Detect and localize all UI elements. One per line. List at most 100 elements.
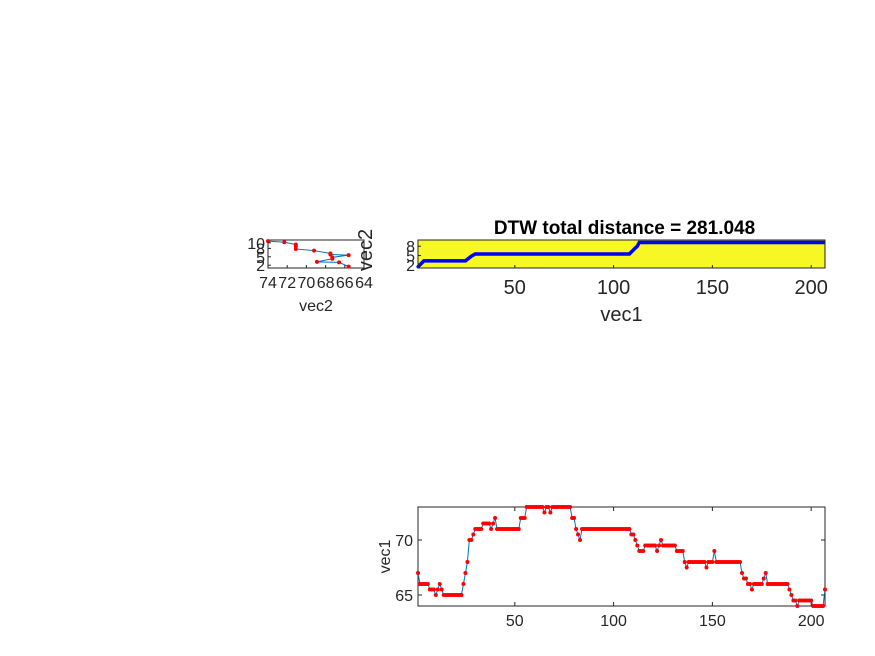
vec1-point xyxy=(463,571,468,575)
vec1-point xyxy=(425,582,430,586)
vec2-ytick-label: 5 xyxy=(256,250,265,267)
vec1-point xyxy=(431,587,436,592)
vec1-point xyxy=(416,571,420,575)
vec1-point xyxy=(439,587,444,592)
vec2-point xyxy=(337,260,342,265)
vec1-point xyxy=(823,587,827,592)
vec1-point xyxy=(479,527,484,531)
vec1-point xyxy=(740,571,745,575)
dtw-xtick-label: 100 xyxy=(597,277,630,299)
vec1-point xyxy=(655,549,660,553)
vec1-point xyxy=(461,582,466,586)
vec1-point xyxy=(809,598,814,603)
vec1-point xyxy=(653,543,658,548)
dtw-path-title: DTW total distance = 281.048 xyxy=(494,218,755,239)
vec1-point xyxy=(684,565,689,570)
vec1-point xyxy=(568,505,573,509)
dtw-xtick-label: 150 xyxy=(696,277,729,299)
vec1-point xyxy=(641,549,646,553)
vec1-point xyxy=(469,538,474,542)
vec1-point xyxy=(704,565,709,570)
vec1-point xyxy=(491,521,496,526)
vec2-xtick-label: 68 xyxy=(317,275,335,292)
vec2-xtick-label: 70 xyxy=(298,275,316,292)
vec2-point xyxy=(293,246,298,251)
vec2-point xyxy=(312,248,317,253)
vec1-point xyxy=(789,593,794,597)
dtw-xtick-label: 200 xyxy=(794,277,827,299)
vec1-point xyxy=(435,587,440,592)
vec2-ytick-label: 8 xyxy=(256,241,265,258)
vec2-xtick-label: 72 xyxy=(278,275,296,292)
vec1-point xyxy=(702,560,707,564)
vec1-point xyxy=(672,543,677,548)
vec2-point xyxy=(328,252,333,257)
vec1-point xyxy=(465,560,470,564)
vec1-point xyxy=(576,532,581,537)
vec1-point xyxy=(633,538,638,542)
vec1-point xyxy=(516,527,521,531)
vec1-point xyxy=(659,538,664,542)
vec1-xtick-label: 100 xyxy=(600,613,627,630)
vec1-point xyxy=(493,516,498,520)
vec1-point xyxy=(795,604,800,608)
vec2-point xyxy=(346,253,351,258)
vec1-point xyxy=(785,582,790,586)
vec2-ytick-label: 10 xyxy=(247,236,265,253)
dtw-path-axes xyxy=(417,239,826,269)
dtw-path-plot: 50 100 150 200 258 DTW total distance = 281.… xyxy=(355,218,828,326)
vec1-point xyxy=(712,549,717,553)
vec1-point xyxy=(793,598,798,603)
vec1-point xyxy=(487,521,492,526)
dtw-path-point xyxy=(821,240,825,245)
vec1-point xyxy=(710,560,715,564)
vec1-point xyxy=(682,560,687,564)
vec1-ytick-label: 70 xyxy=(395,533,413,550)
vec2-point xyxy=(266,239,270,244)
vec2-xtick-label: 64 xyxy=(355,275,373,292)
vec1-point xyxy=(680,549,685,553)
vec1-point xyxy=(522,516,527,520)
vec1-point xyxy=(489,527,494,531)
vec1-point xyxy=(459,593,464,597)
vec1-point xyxy=(759,582,764,586)
vec1-series-line xyxy=(417,506,826,608)
vec1-xtick-label: 200 xyxy=(798,613,825,630)
dtw-path-xlabel: vec1 xyxy=(600,304,642,326)
vec1-point xyxy=(542,510,547,515)
vec1-point xyxy=(749,587,754,592)
vec2-point xyxy=(330,256,335,261)
vec1-plot-ylabel: vec1 xyxy=(377,540,394,574)
vec2-ytick-label: 2 xyxy=(256,258,265,275)
vec1-point xyxy=(821,604,826,608)
vec1-point xyxy=(743,576,748,581)
vec1-point xyxy=(546,505,551,509)
vec1-point xyxy=(635,543,640,548)
vec1-point xyxy=(738,560,743,564)
dtw-ytick-label: 8 xyxy=(406,239,415,256)
vec1-point xyxy=(627,527,632,531)
vec2-xtick-label: 66 xyxy=(336,275,354,292)
vec1-point xyxy=(471,532,476,537)
vec1-xtick-label: 50 xyxy=(506,613,524,630)
vec2-point xyxy=(314,259,319,264)
vec1-plot: 50 100 150 200 65 70 vec1 xyxy=(377,505,827,630)
vec1-point xyxy=(540,505,545,509)
dtw-ytick-label: 5 xyxy=(406,249,415,266)
vec1-point xyxy=(433,593,438,597)
vec1-point xyxy=(761,576,766,581)
dtw-path-ylabel: vec2 xyxy=(355,229,377,271)
vec1-plot-axes xyxy=(417,506,826,607)
vec1-point xyxy=(631,532,636,537)
vec2-point xyxy=(346,264,351,269)
vec1-xtick-label: 150 xyxy=(699,613,726,630)
vec1-ytick-label: 65 xyxy=(395,588,413,605)
vec1-point xyxy=(657,543,662,548)
vec2-xtick-label: 74 xyxy=(259,275,277,292)
dtw-xtick-label: 50 xyxy=(504,277,526,299)
vec1-point xyxy=(437,582,442,586)
vec2-point xyxy=(282,240,287,245)
vec2-plot-xlabel: vec2 xyxy=(299,298,333,315)
